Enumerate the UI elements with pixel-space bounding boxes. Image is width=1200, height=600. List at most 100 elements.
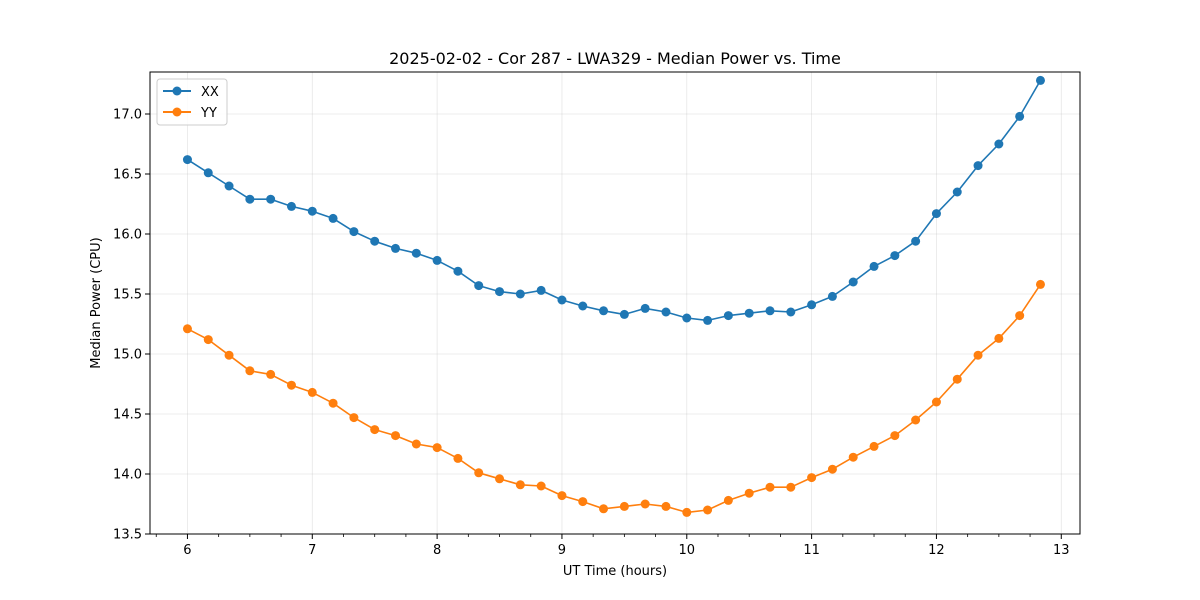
data-point-yy <box>973 350 983 360</box>
data-point-yy <box>869 441 879 451</box>
y-tick-label: 16.0 <box>113 228 142 243</box>
data-point-xx <box>495 287 505 297</box>
legend-label-xx: XX <box>201 85 219 100</box>
data-point-yy <box>994 333 1004 343</box>
data-point-xx <box>661 307 671 317</box>
x-tick-label: 13 <box>1053 543 1070 558</box>
data-point-yy <box>619 501 629 511</box>
data-point-xx <box>994 139 1004 149</box>
data-point-yy <box>744 488 754 498</box>
data-point-xx <box>578 301 588 311</box>
data-point-xx <box>245 194 255 204</box>
data-point-yy <box>661 501 671 511</box>
data-point-xx <box>890 251 900 261</box>
data-point-yy <box>370 425 380 435</box>
data-point-yy <box>224 350 234 360</box>
data-point-xx <box>952 187 962 197</box>
x-tick-label: 6 <box>183 543 191 558</box>
data-point-yy <box>286 380 296 390</box>
data-point-yy <box>245 366 255 376</box>
data-point-xx <box>557 295 567 305</box>
data-point-yy <box>931 397 941 407</box>
data-series <box>182 75 1045 517</box>
axis-ticks: 6 7 8 9 10 11 12 13 13.5 14.0 14.5 15.0 15.5 16.0 16.5… <box>113 108 1070 559</box>
x-tick-label: 7 <box>308 543 316 558</box>
plot-frame <box>149 71 1081 535</box>
data-point-xx <box>224 181 234 191</box>
data-point-xx <box>307 206 317 216</box>
data-point-xx <box>536 285 546 295</box>
data-point-xx <box>744 308 754 318</box>
data-point-xx <box>848 277 858 287</box>
data-point-xx <box>931 209 941 219</box>
y-axis-label: Median Power (CPU) <box>89 237 104 368</box>
legend: XX YY <box>156 78 228 126</box>
legend-marker-yy <box>172 107 182 117</box>
x-tick-label: 10 <box>679 543 696 558</box>
x-tick-label: 11 <box>803 543 820 558</box>
x-axis-label: UT Time (hours) <box>563 564 667 579</box>
data-point-xx <box>1015 111 1025 121</box>
data-point-yy <box>411 439 421 449</box>
data-point-yy <box>703 505 713 515</box>
data-point-yy <box>827 464 837 474</box>
data-point-xx <box>203 168 213 178</box>
x-tick-label: 9 <box>558 543 566 558</box>
data-point-xx <box>682 313 692 323</box>
data-point-yy <box>182 324 192 334</box>
data-point-xx <box>370 236 380 246</box>
data-point-yy <box>723 495 733 505</box>
data-point-yy <box>848 452 858 462</box>
data-point-yy <box>349 413 359 423</box>
data-point-xx <box>453 266 463 276</box>
data-point-yy <box>266 369 276 379</box>
y-tick-label: 16.5 <box>113 168 142 183</box>
data-point-xx <box>869 261 879 271</box>
data-point-xx <box>432 255 442 265</box>
data-point-xx <box>619 309 629 319</box>
data-point-xx <box>911 236 921 246</box>
y-tick-label: 17.0 <box>113 108 142 123</box>
data-point-xx <box>973 161 983 171</box>
data-point-yy <box>911 415 921 425</box>
legend-label-yy: YY <box>200 106 217 121</box>
x-tick-label: 12 <box>928 543 945 558</box>
data-point-xx <box>807 300 817 310</box>
data-point-yy <box>453 453 463 463</box>
data-point-yy <box>391 431 401 441</box>
data-point-yy <box>765 482 775 492</box>
data-point-yy <box>203 335 213 345</box>
data-point-yy <box>557 491 567 501</box>
data-point-xx <box>391 243 401 253</box>
data-point-yy <box>495 474 505 484</box>
data-point-yy <box>578 497 588 507</box>
data-point-yy <box>474 468 484 478</box>
data-point-yy <box>890 431 900 441</box>
data-point-xx <box>266 194 276 204</box>
data-point-yy <box>807 473 817 483</box>
data-point-yy <box>1015 311 1025 321</box>
data-point-yy <box>307 387 317 397</box>
data-point-xx <box>182 155 192 165</box>
data-point-yy <box>328 398 338 408</box>
data-point-xx <box>640 303 650 313</box>
data-point-yy <box>432 443 442 453</box>
data-point-xx <box>328 213 338 223</box>
data-point-yy <box>952 374 962 384</box>
data-point-xx <box>349 227 359 237</box>
data-point-xx <box>515 289 525 299</box>
data-point-yy <box>786 482 796 492</box>
data-point-yy <box>640 499 650 509</box>
data-point-xx <box>765 306 775 316</box>
data-point-yy <box>536 481 546 491</box>
data-point-xx <box>703 315 713 325</box>
data-point-xx <box>286 201 296 211</box>
data-point-yy <box>599 504 609 514</box>
data-point-xx <box>411 248 421 258</box>
y-tick-label: 14.5 <box>113 408 142 423</box>
data-point-xx <box>786 307 796 317</box>
y-tick-label: 14.0 <box>113 468 142 483</box>
data-point-xx <box>723 311 733 321</box>
legend-marker-xx <box>172 86 182 96</box>
